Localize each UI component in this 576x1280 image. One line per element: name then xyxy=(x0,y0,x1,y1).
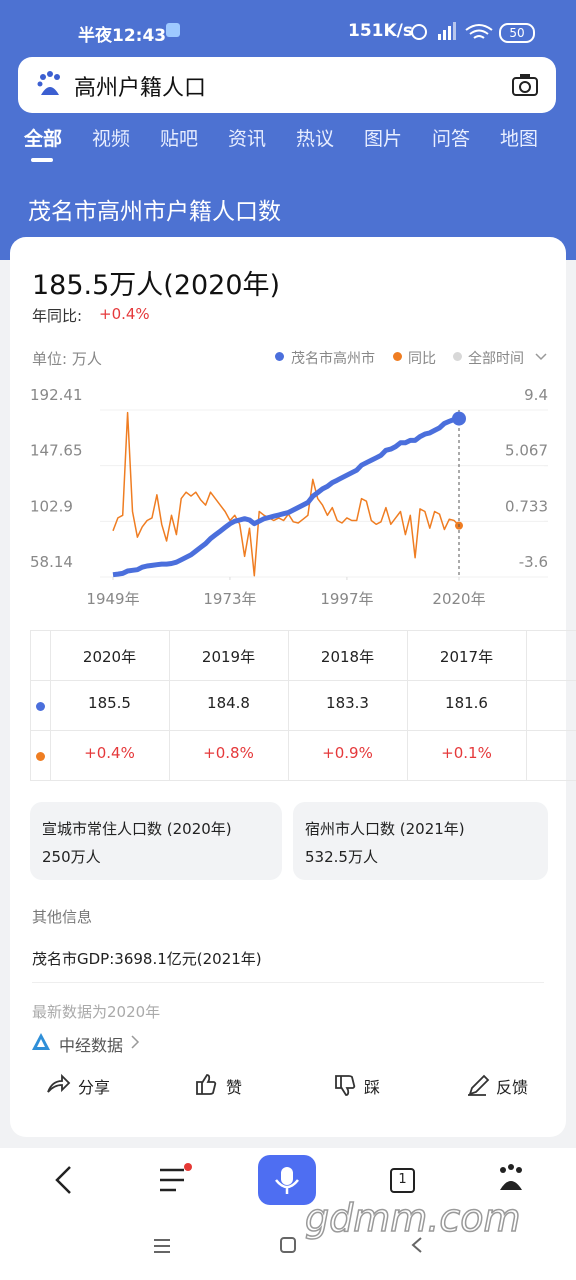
status-time: 半夜12:43 xyxy=(78,26,167,46)
action-like[interactable]: 赞 xyxy=(226,1078,243,1097)
y-tick-label: 192.41 xyxy=(30,386,83,404)
table-header: 2017年 xyxy=(439,648,494,666)
tab-count: 1 xyxy=(398,1172,407,1187)
tab[interactable]: 图片 xyxy=(363,128,403,150)
header xyxy=(0,0,576,260)
table-cell: 183.3 xyxy=(326,694,369,712)
table-cell: 185.5 xyxy=(88,694,131,712)
tab-indicator xyxy=(31,158,53,162)
table-rule xyxy=(30,730,576,731)
filter-dot xyxy=(453,352,462,361)
table-cell: +0.8% xyxy=(203,744,254,762)
related-card[interactable] xyxy=(30,802,282,880)
x-tick-label: 1997年 xyxy=(320,590,373,608)
y-tick-label: 58.14 xyxy=(30,553,73,571)
tab[interactable]: 资讯 xyxy=(227,128,267,150)
tab[interactable]: 全部 xyxy=(23,128,63,150)
chevron xyxy=(535,353,547,361)
related-title: 宿州市人口数 (2021年) xyxy=(305,820,465,838)
chart: 192.41 147.65 102.9 58.14 9.4 5.067 0.733 -3.6 1… xyxy=(30,386,548,608)
row-dot xyxy=(36,702,45,711)
table-cell: 184.8 xyxy=(207,694,250,712)
x-tick-label: 1973年 xyxy=(203,590,256,608)
action-icons xyxy=(47,1073,490,1096)
status-speed: 151K/s xyxy=(348,21,413,41)
source-logo xyxy=(32,1033,50,1050)
tab-count-button[interactable] xyxy=(390,1168,415,1193)
table-cell: +0.9% xyxy=(322,744,373,762)
y2-tick-label: 5.067 xyxy=(505,442,548,460)
x-tick-label: 2020年 xyxy=(432,590,485,608)
back-button[interactable] xyxy=(55,1166,71,1194)
table-cell: 181.6 xyxy=(445,694,488,712)
table-rule xyxy=(288,630,289,780)
other-heading: 其他信息 xyxy=(32,908,93,926)
tab[interactable]: 视频 xyxy=(91,128,131,150)
legend-label[interactable]: 茂名市高州市 xyxy=(291,351,375,367)
table-rule xyxy=(169,630,170,780)
related-value: 532.5万人 xyxy=(305,848,378,866)
y2-tick-label: -3.6 xyxy=(519,553,548,571)
y2-tick-label: 0.733 xyxy=(505,497,548,515)
bottom-nav-icons xyxy=(55,1155,522,1205)
legend-swatch xyxy=(393,352,402,361)
badge xyxy=(184,1163,192,1171)
action-dislike[interactable]: 踩 xyxy=(364,1078,381,1097)
table-header: 2018年 xyxy=(320,648,375,666)
y2-tick-label: 9.4 xyxy=(524,386,548,404)
action-feedback[interactable]: 反馈 xyxy=(496,1078,529,1097)
data-source[interactable]: 中经数据 xyxy=(59,1036,124,1055)
legend-label[interactable]: 同比 xyxy=(408,351,436,367)
table-rule xyxy=(30,680,576,681)
watermark: gdmm.com xyxy=(304,1195,521,1241)
tab[interactable]: 贴吧 xyxy=(159,128,199,150)
tab[interactable]: 热议 xyxy=(295,128,335,150)
y-tick-label: 147.65 xyxy=(30,442,83,460)
menu-button[interactable] xyxy=(160,1168,184,1192)
point xyxy=(452,411,466,426)
related-value: 250万人 xyxy=(42,848,101,866)
tab[interactable]: 问答 xyxy=(431,128,471,150)
table-rule xyxy=(30,780,576,781)
series-line xyxy=(112,416,460,578)
camera-icon[interactable] xyxy=(511,72,539,98)
search-box[interactable] xyxy=(18,57,556,113)
search-query[interactable]: 高州户籍人口 xyxy=(74,76,207,101)
legend-swatch xyxy=(275,352,284,361)
table-cell: +0.1% xyxy=(441,744,492,762)
headline: 185.5万人(2020年) xyxy=(32,270,281,301)
related-card[interactable] xyxy=(293,802,548,880)
table-header: 2020年 xyxy=(82,648,137,666)
yoy-label: 年同比: xyxy=(32,307,83,325)
unit-label: 单位: 万人 xyxy=(32,350,102,368)
battery: 50 xyxy=(499,23,535,43)
x-tick-label: 1949年 xyxy=(86,590,139,608)
y-tick-label: 102.9 xyxy=(30,497,73,515)
action-share[interactable]: 分享 xyxy=(78,1078,111,1097)
related-title: 宣城市常住人口数 (2020年) xyxy=(42,820,232,838)
chevron xyxy=(131,1035,140,1049)
status-icons xyxy=(411,22,493,40)
time-filter[interactable]: 全部时间 xyxy=(468,351,524,367)
table-header: 2019年 xyxy=(201,648,256,666)
table-rule xyxy=(50,630,51,780)
table-rule xyxy=(526,630,527,780)
table-border xyxy=(30,630,576,781)
other-item[interactable]: 茂名市GDP:3698.1亿元(2021年) xyxy=(32,950,262,968)
table-cell: +0.4% xyxy=(84,744,135,762)
divider xyxy=(32,982,544,983)
result-title[interactable]: 茂名市高州市户籍人口数 xyxy=(28,199,281,225)
row-dot xyxy=(36,752,45,761)
tab[interactable]: 地图 xyxy=(499,128,539,150)
baidu-logo xyxy=(37,71,60,95)
data-note: 最新数据为2020年 xyxy=(32,1003,161,1021)
status-icon xyxy=(166,23,180,37)
system-nav xyxy=(154,1237,422,1253)
table-rule xyxy=(407,630,408,780)
baidu-button[interactable] xyxy=(500,1181,522,1190)
series-line xyxy=(112,411,460,577)
yoy-value: +0.4% xyxy=(99,305,150,323)
